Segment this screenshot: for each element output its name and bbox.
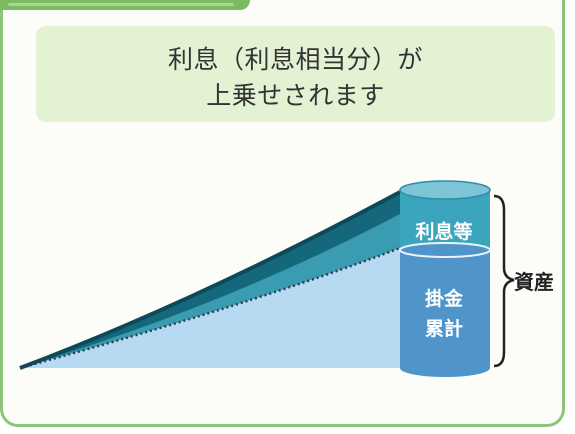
caption-line-2: 上乗せされます — [206, 81, 385, 110]
cylinder-segment-divider — [399, 242, 491, 258]
cylinder-interest-segment — [400, 190, 490, 250]
cumulative-label-line-1: 掛金 — [424, 288, 463, 310]
assets-label: 資産 — [514, 270, 554, 294]
contribution-area — [20, 248, 400, 368]
growth-line — [19, 190, 401, 370]
header-tab — [0, 0, 250, 10]
cylinder-top — [399, 180, 491, 200]
assets-bracket — [493, 194, 515, 368]
header-tab-stripe — [8, 3, 234, 6]
interest-label: 利息等 — [415, 221, 473, 243]
cumulative-label-line-2: 累計 — [424, 318, 463, 340]
cylinder-bottom — [400, 359, 490, 377]
caption-banner: 利息（利息相当分）が 上乗せされます — [36, 26, 555, 122]
caption-line-1: 利息（利息相当分）が — [167, 45, 423, 74]
